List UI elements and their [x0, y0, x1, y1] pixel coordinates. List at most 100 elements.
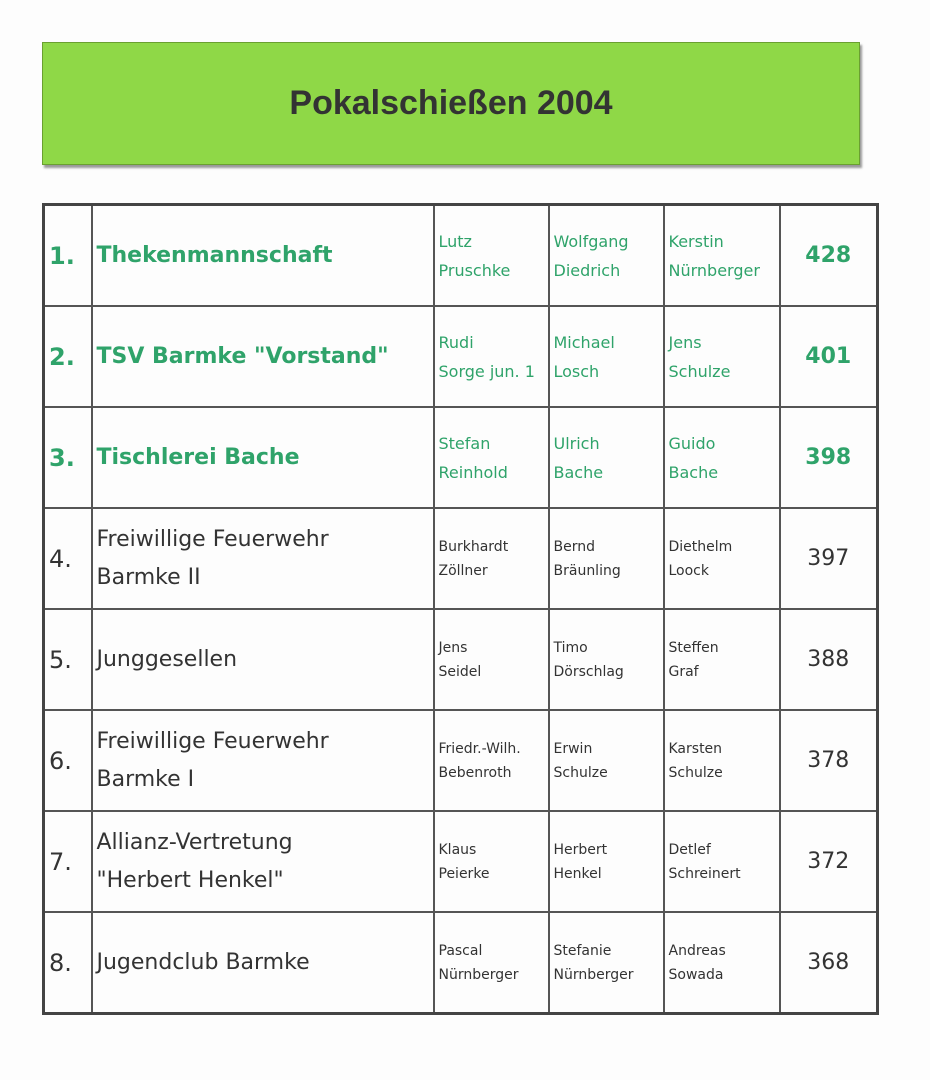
member-name: Losch: [553, 361, 600, 381]
title-banner: Pokalschießen 2004: [42, 42, 860, 165]
member-name: Steffen: [668, 639, 719, 656]
table-row: 3. Tischlerei Bache Stefan Reinhold Ulrich Ba…: [42, 406, 879, 509]
team-line: Freiwillige Feuerwehr: [96, 526, 329, 552]
score: 397: [778, 507, 879, 610]
member: Lutz Pruschke: [432, 203, 550, 307]
member: Karsten Schulze: [662, 709, 781, 812]
member: Burkhardt Zöllner: [432, 507, 550, 610]
member-name: Wolfgang: [553, 231, 629, 251]
team: Jugendclub Barmke: [90, 911, 435, 1015]
member-name: Kerstin: [668, 231, 724, 251]
member: Kerstin Nürnberger: [662, 203, 781, 307]
member-name: Bache: [553, 462, 604, 482]
member-name: Timo: [553, 639, 588, 656]
member: Timo Dörschlag: [547, 608, 665, 711]
team: Junggesellen: [90, 608, 435, 711]
member-name: Herbert: [553, 841, 608, 858]
score: 401: [778, 305, 879, 408]
team-line: Barmke II: [96, 564, 201, 590]
team-line: Junggesellen: [96, 646, 238, 672]
team-line: TSV Barmke "Vorstand": [96, 343, 389, 369]
member-name: Bache: [668, 462, 719, 482]
member-name: Peierke: [438, 865, 490, 882]
table-row: 4. Freiwillige Feuerwehr Barmke II Burkhard…: [42, 507, 879, 610]
member: Stefanie Nürnberger: [547, 911, 665, 1015]
score: 368: [778, 911, 879, 1015]
member: Friedr.-Wilh. Bebenroth: [432, 709, 550, 812]
member: Bernd Bräunling: [547, 507, 665, 610]
member-name: Schreinert: [668, 865, 741, 882]
member-name: Friedr.-Wilh.: [438, 740, 521, 757]
member: Stefan Reinhold: [432, 406, 550, 509]
member: Pascal Nürnberger: [432, 911, 550, 1015]
table-row: 6. Freiwillige Feuerwehr Barmke I Friedr.-W…: [42, 709, 879, 812]
team-line: Thekenmannschaft: [96, 242, 333, 268]
member-name: Pascal: [438, 942, 483, 959]
member-name: Michael: [553, 332, 615, 352]
member-name: Schulze: [668, 361, 731, 381]
member-name: Nürnberger: [668, 260, 760, 280]
rank: 2.: [42, 305, 93, 408]
rank: 4.: [42, 507, 93, 610]
member-name: Rudi: [438, 332, 474, 352]
member: Detlef Schreinert: [662, 810, 781, 913]
team: Tischlerei Bache: [90, 406, 435, 509]
member: Rudi Sorge jun. 1: [432, 305, 550, 408]
member-name: Stefan: [438, 433, 491, 453]
member-name: Zöllner: [438, 562, 488, 579]
member-name: Schulze: [553, 764, 608, 781]
score: 428: [778, 203, 879, 307]
score: 388: [778, 608, 879, 711]
member-name: Ulrich: [553, 433, 600, 453]
member-name: Burkhardt: [438, 538, 509, 555]
member-name: Diedrich: [553, 260, 621, 280]
member-name: Andreas: [668, 942, 726, 959]
team-line: Barmke I: [96, 766, 195, 792]
member: Diethelm Loock: [662, 507, 781, 610]
table-row: 1. Thekenmannschaft Lutz Pruschke Wolfgang Di…: [42, 203, 879, 307]
member-name: Lutz: [438, 231, 472, 251]
member-name: Graf: [668, 663, 699, 680]
title: Pokalschießen 2004: [289, 84, 613, 122]
member: Klaus Peierke: [432, 810, 550, 913]
member-name: Karsten: [668, 740, 723, 757]
team: Allianz-Vertretung "Herbert Henkel": [90, 810, 435, 913]
score: 372: [778, 810, 879, 913]
team: TSV Barmke "Vorstand": [90, 305, 435, 408]
score: 378: [778, 709, 879, 812]
member-name: Bräunling: [553, 562, 621, 579]
member: Ulrich Bache: [547, 406, 665, 509]
table-body: 1. Thekenmannschaft Lutz Pruschke Wolfgang Di…: [42, 203, 879, 1015]
member-name: Detlef: [668, 841, 711, 858]
member-name: Sowada: [668, 966, 724, 983]
rank: 7.: [42, 810, 93, 913]
team-line: "Herbert Henkel": [96, 867, 284, 893]
team-line: Jugendclub Barmke: [96, 949, 310, 975]
member-name: Diethelm: [668, 538, 733, 555]
rank: 3.: [42, 406, 93, 509]
table-row: 2. TSV Barmke "Vorstand" Rudi Sorge jun. 1 M…: [42, 305, 879, 408]
member-name: Guido: [668, 433, 716, 453]
member: Jens Schulze: [662, 305, 781, 408]
member: Erwin Schulze: [547, 709, 665, 812]
team: Freiwillige Feuerwehr Barmke I: [90, 709, 435, 812]
member: Michael Losch: [547, 305, 665, 408]
member-name: Reinhold: [438, 462, 508, 482]
score: 398: [778, 406, 879, 509]
team-line: Freiwillige Feuerwehr: [96, 728, 329, 754]
member-name: Sorge jun. 1: [438, 361, 535, 381]
member-name: Bernd: [553, 538, 596, 555]
rank: 8.: [42, 911, 93, 1015]
member: Jens Seidel: [432, 608, 550, 711]
rank: 5.: [42, 608, 93, 711]
member: Guido Bache: [662, 406, 781, 509]
member-name: Erwin: [553, 740, 593, 757]
member-name: Pruschke: [438, 260, 511, 280]
member: Steffen Graf: [662, 608, 781, 711]
member: Andreas Sowada: [662, 911, 781, 1015]
rank: 1.: [42, 203, 93, 307]
table-row: 5. Junggesellen Jens Seidel Timo Dörschlag Ste…: [42, 608, 879, 711]
team-line: Allianz-Vertretung: [96, 829, 293, 855]
member-name: Loock: [668, 562, 710, 579]
member-name: Bebenroth: [438, 764, 512, 781]
